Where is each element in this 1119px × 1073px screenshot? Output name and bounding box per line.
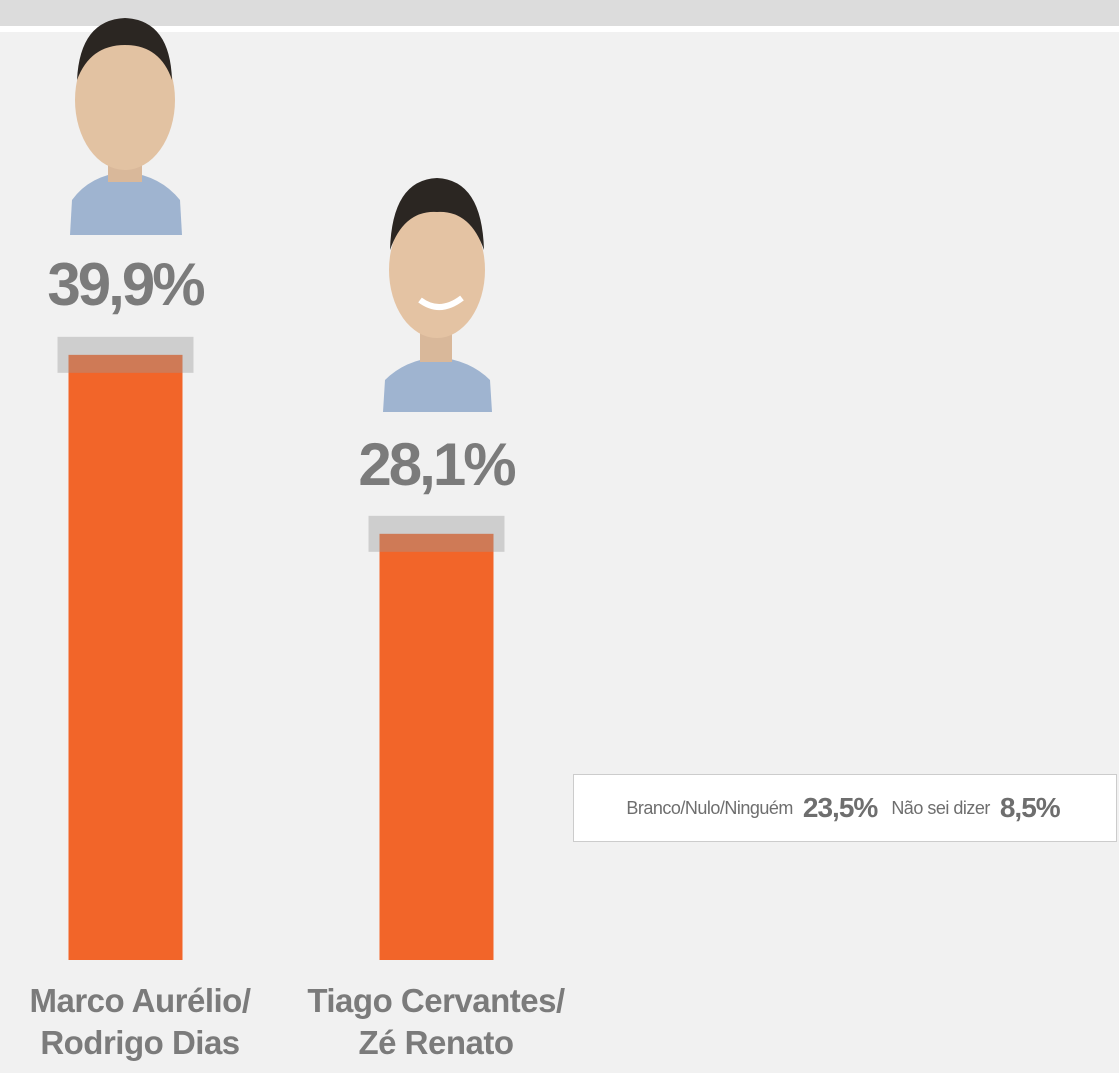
value-label: 28,1% [358, 431, 516, 498]
category-label: Tiago Cervantes/ Zé Renato [307, 982, 565, 1061]
bar-cap [57, 336, 194, 373]
others-value: 23,5% [802, 792, 878, 823]
top-rule [0, 26, 1119, 32]
others-box: Branco/Nulo/Ninguém 23,5% Não sei dizer … [573, 774, 1117, 842]
portrait [383, 178, 492, 412]
others-label: Não sei dizer [891, 797, 990, 818]
bar-cap [368, 515, 505, 552]
category-label: Marco Aurélio/ Rodrigo Dias [29, 982, 252, 1061]
bar [68, 354, 183, 961]
others-value: 8,5% [999, 792, 1061, 823]
value-label: 39,9% [47, 251, 205, 318]
others-label: Branco/Nulo/Ninguém [626, 797, 793, 818]
top-band [0, 0, 1119, 26]
bar [379, 533, 494, 960]
portrait [70, 18, 182, 235]
